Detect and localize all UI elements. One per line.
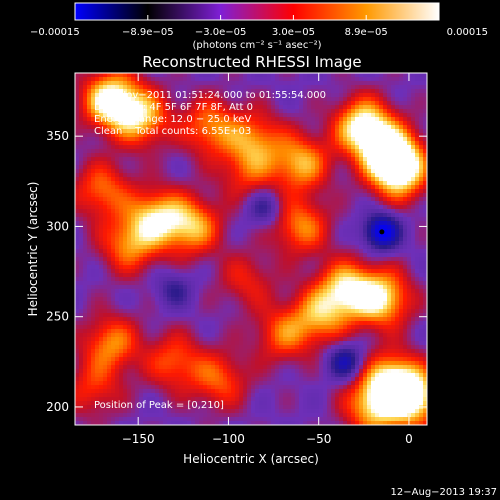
heatmap-image (75, 73, 427, 425)
x-tick-label: 0 (405, 432, 413, 446)
y-tick-label: 300 (46, 219, 69, 233)
y-tick-label: 250 (46, 310, 69, 324)
peak-position-label: Position of Peak = [0,210] (94, 400, 224, 411)
colorbar-ticks (74, 15, 440, 20)
plot-frame (74, 72, 428, 426)
colorbar-tick-label: −0.00015 (30, 27, 80, 38)
colorbar: −0.00015 −8.9e−05 −3.0e−05 3.0e−05 8.9e−05 0.… (30, 2, 488, 51)
x-axis-ticks: −150 −100 −50 0 (122, 73, 413, 446)
colorbar-tick-labels: −0.00015 −8.9e−05 −3.0e−05 3.0e−05 8.9e−05 0.… (30, 27, 488, 38)
colorbar-tick-label: −3.0e−05 (195, 27, 247, 38)
x-tick-label: −100 (212, 432, 245, 446)
x-axis-label: Heliocentric X (arcsec) (183, 452, 319, 466)
y-tick-label: 200 (46, 400, 69, 414)
peak-marker (379, 229, 385, 235)
annotation-clean-counts: Clean Total counts: 6.55E+03 (94, 126, 251, 137)
annotation-time-range: 8−Nov−2011 01:51:24.000 to 01:55:54.000 (104, 90, 326, 101)
colorbar-bar (74, 2, 440, 21)
colorbar-tick-label: −8.9e−05 (122, 27, 174, 38)
footer-timestamp: 12−Aug−2013 19:37 (391, 487, 497, 498)
annotation-detectors: Detectors: 4F 5F 6F 7F 8F, Att 0 (94, 102, 253, 113)
annotation-energy-range: Energy Range: 12.0 − 25.0 keV (94, 114, 251, 125)
x-tick-label: −50 (306, 432, 331, 446)
colorbar-unit-label: (photons cm⁻² s⁻¹ asec⁻²) (192, 40, 321, 51)
colorbar-tick-label: 3.0e−05 (272, 27, 315, 38)
chart-title: Reconstructed RHESSI Image (142, 53, 361, 71)
plot-area: −150 −100 −50 0 200 250 300 350 (46, 72, 428, 446)
colorbar-tick-label: 8.9e−05 (345, 27, 388, 38)
annotation-block: 8−Nov−2011 01:51:24.000 to 01:55:54.000 … (94, 90, 326, 137)
y-axis-label: Heliocentric Y (arcsec) (26, 182, 40, 317)
x-tick-label: −150 (122, 432, 155, 446)
y-tick-label: 350 (46, 129, 69, 143)
colorbar-tick-label: 0.00015 (447, 27, 488, 38)
y-axis-ticks: 200 250 300 350 (46, 129, 427, 414)
